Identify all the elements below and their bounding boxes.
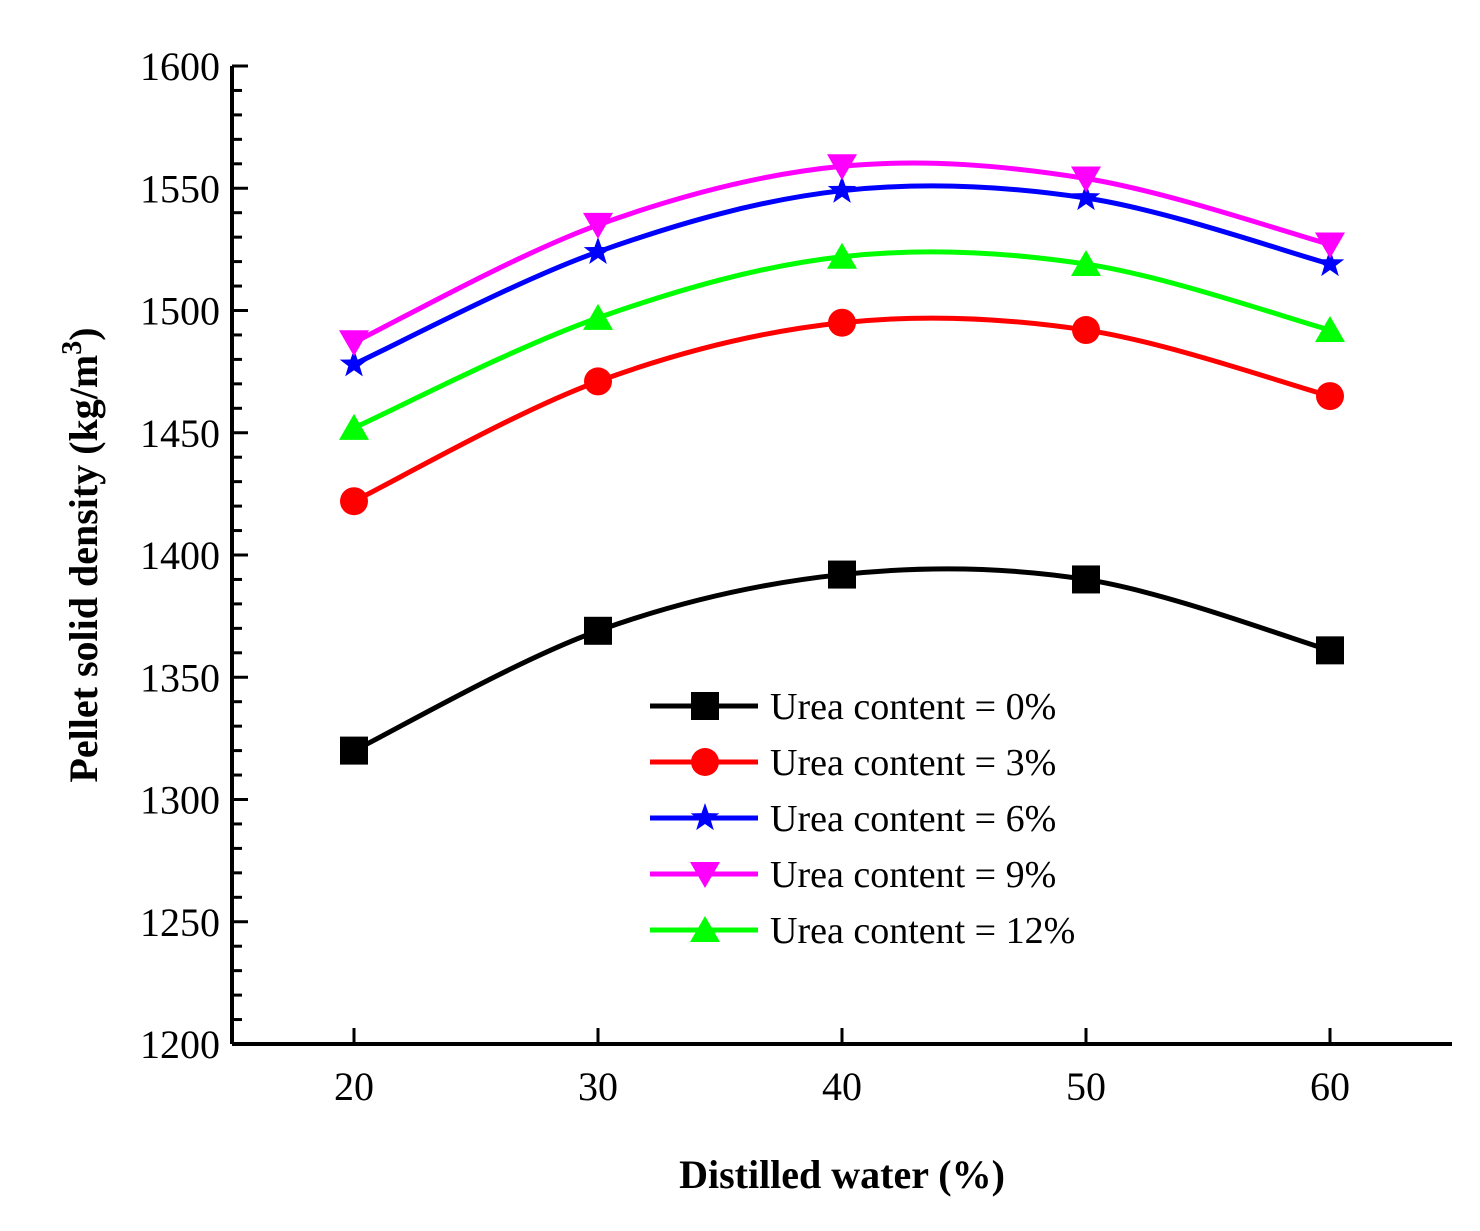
data-point-4 — [1315, 316, 1345, 343]
data-point-0 — [1072, 565, 1100, 594]
x-tick-label: 40 — [822, 1064, 862, 1109]
legend-marker-2 — [690, 803, 720, 831]
data-point-1 — [340, 487, 368, 516]
data-point-4 — [583, 303, 613, 330]
y-axis-title-close: ) — [61, 327, 106, 340]
data-point-2 — [583, 236, 613, 264]
data-point-1 — [584, 367, 612, 396]
x-tick-label: 50 — [1066, 1064, 1106, 1109]
legend-label-1: Urea content = 3% — [770, 742, 1056, 784]
series-line-4 — [351, 249, 1333, 431]
data-point-0 — [584, 616, 612, 645]
data-point-2 — [827, 175, 857, 203]
x-tick-label: 20 — [334, 1064, 374, 1109]
data-point-0 — [340, 736, 368, 765]
legend: Urea content = 0% Urea content = 3% Urea c… — [650, 686, 1075, 952]
y-tick-label: 1500 — [140, 289, 220, 334]
data-point-3 — [1315, 232, 1345, 259]
data-point-4 — [827, 242, 857, 269]
data-point-3 — [583, 212, 613, 239]
data-point-1 — [828, 308, 856, 337]
y-tick-label: 1600 — [140, 44, 220, 89]
x-axis-title: Distilled water (%) — [679, 1152, 1005, 1197]
legend-label-0: Urea content = 0% — [770, 686, 1056, 728]
y-axis-title-superscript: 3 — [57, 341, 88, 355]
data-point-3 — [827, 154, 857, 181]
x-tick-label: 60 — [1310, 1064, 1350, 1109]
series-markers — [339, 154, 1345, 765]
data-point-1 — [1072, 316, 1100, 345]
data-point-0 — [1316, 636, 1344, 665]
data-point-2 — [1315, 249, 1345, 277]
legend-marker-4 — [690, 916, 720, 942]
legend-marker-1 — [691, 748, 719, 776]
legend-label-3: Urea content = 9% — [770, 854, 1056, 896]
y-axis-title-main: Pellet solid density (kg/m — [61, 355, 106, 783]
axes: 1200 1250 1300 1350 1400 1450 1500 1550 1600 20 30… — [140, 44, 1452, 1109]
data-point-3 — [1071, 166, 1101, 193]
y-tick-label: 1350 — [140, 655, 220, 700]
y-axis-title: Pellet solid density (kg/m3) — [57, 327, 106, 782]
data-point-2 — [1071, 183, 1101, 211]
series-line-1 — [351, 315, 1333, 504]
data-point-0 — [828, 560, 856, 589]
y-tick-label: 1400 — [140, 533, 220, 578]
y-tick-label: 1250 — [140, 900, 220, 945]
legend-marker-0 — [691, 692, 719, 720]
series-line-2 — [351, 183, 1333, 367]
data-point-3 — [339, 330, 369, 357]
x-tick-label: 30 — [578, 1064, 618, 1109]
legend-label-2: Urea content = 6% — [770, 798, 1056, 840]
data-point-2 — [339, 349, 369, 377]
legend-marker-3 — [690, 862, 720, 888]
y-tick-label: 1200 — [140, 1022, 220, 1067]
data-point-4 — [1071, 250, 1101, 277]
y-tick-label: 1450 — [140, 411, 220, 456]
data-point-4 — [339, 413, 369, 440]
data-point-1 — [1316, 382, 1344, 411]
y-tick-label: 1300 — [140, 778, 220, 823]
legend-label-4: Urea content = 12% — [770, 910, 1075, 952]
y-tick-label: 1550 — [140, 166, 220, 211]
